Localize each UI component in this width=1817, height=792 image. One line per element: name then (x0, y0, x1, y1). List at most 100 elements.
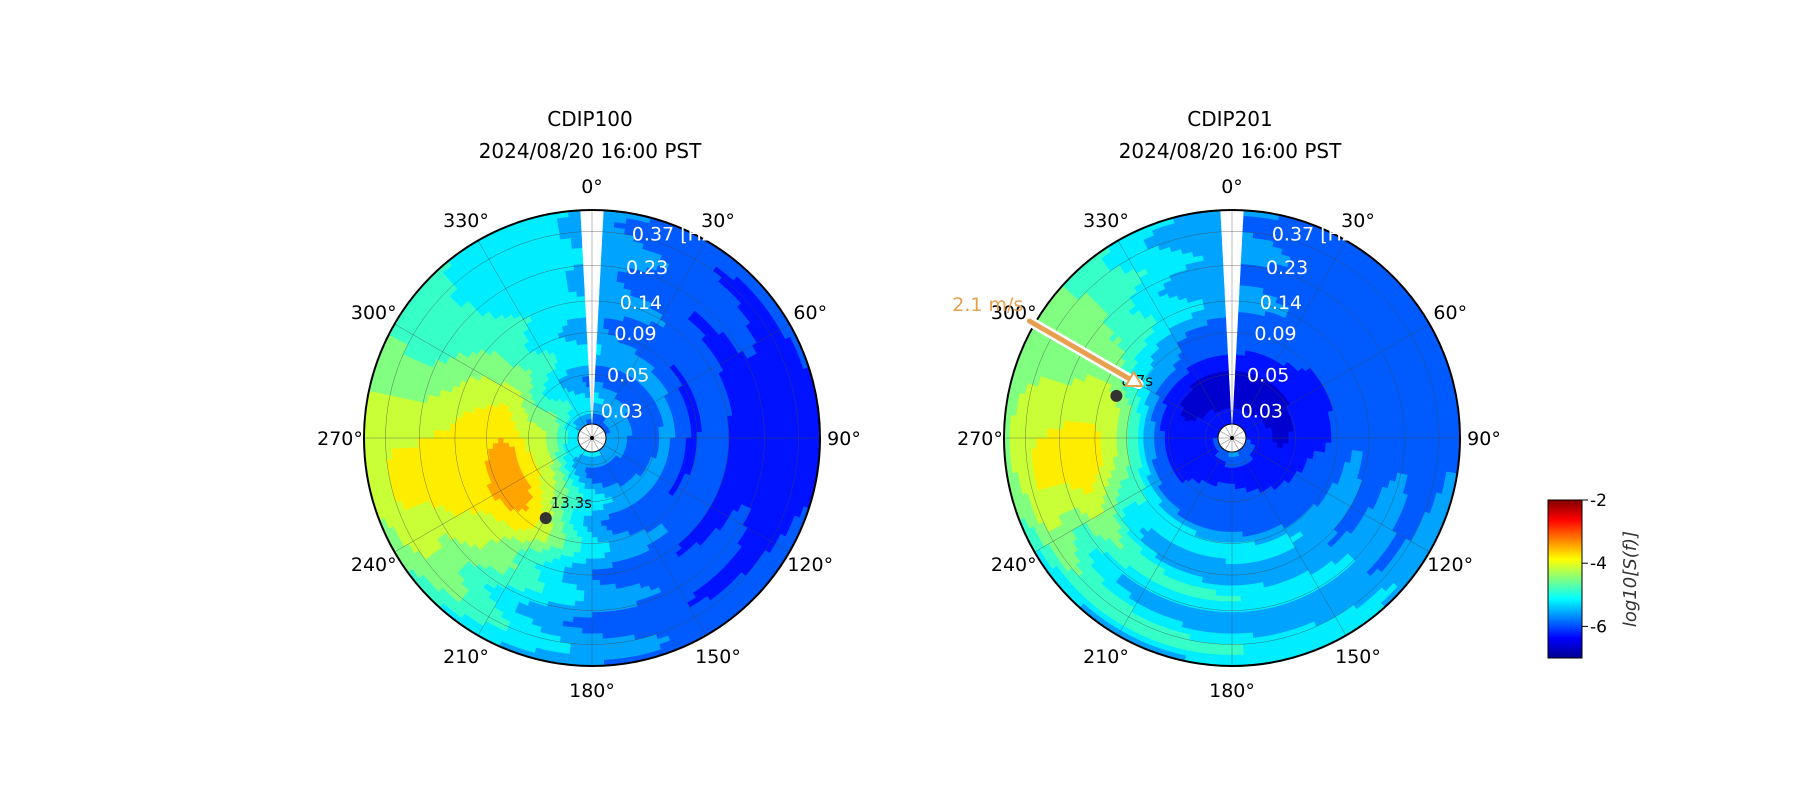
heatmap-cell (692, 438, 698, 444)
heatmap-cell (584, 591, 592, 597)
heatmap-cell (724, 438, 730, 445)
heatmap-cell (450, 431, 456, 439)
heatmap-cell (434, 430, 440, 438)
heatmap-cell (675, 438, 681, 443)
heatmap-cell (455, 445, 461, 452)
heatmap-cell (680, 423, 686, 428)
heatmap-cell (584, 360, 588, 366)
heatmap-cell (573, 612, 583, 618)
heatmap-cell (744, 446, 750, 455)
heatmap-cell (592, 554, 598, 560)
heatmap-cell (578, 564, 585, 570)
heatmap-cell (587, 527, 592, 533)
heatmap-cell (739, 446, 745, 454)
heatmap-cell (601, 601, 610, 607)
heatmap-cell (592, 623, 602, 629)
heatmap-cell (574, 269, 583, 275)
heatmap-cell (686, 428, 692, 434)
heatmap-cell (477, 426, 483, 432)
angle-tick-label: 120° (787, 554, 833, 576)
heatmap-cell (592, 580, 600, 586)
heatmap-cell (391, 428, 397, 439)
heatmap-cell (583, 355, 588, 361)
heatmap-cell (584, 580, 592, 586)
heatmap-cell (576, 285, 584, 291)
heatmap-cell (592, 570, 599, 576)
heatmap-cell (592, 564, 599, 570)
heatmap-cell (592, 628, 602, 634)
angle-tick-label: 150° (695, 646, 741, 668)
heatmap-cell (508, 438, 514, 442)
heatmap-cell (471, 425, 477, 432)
radial-tick-label: 0.03 (601, 400, 643, 422)
heatmap-cell (707, 425, 713, 432)
heatmap-cell (592, 596, 601, 602)
heatmap-cell (418, 429, 424, 438)
heatmap-cell (596, 505, 600, 511)
heatmap-cell (579, 355, 584, 361)
heatmap-cell (600, 291, 608, 297)
heatmap-cell (428, 438, 434, 447)
heatmap-cell (592, 634, 603, 640)
angle-tick-label: 270° (317, 428, 363, 450)
heatmap-cell (804, 427, 810, 438)
heatmap-cell (598, 323, 604, 329)
heatmap-cell (766, 447, 772, 457)
heatmap-cell (498, 438, 503, 443)
heatmap-cell (755, 420, 761, 429)
heatmap-cell (583, 602, 592, 608)
heatmap-cell (592, 489, 595, 494)
heatmap-cell (804, 438, 810, 449)
heatmap-cell (592, 607, 601, 613)
heatmap-cell (493, 443, 499, 449)
heatmap-cell (583, 612, 592, 618)
heatmap-cell (708, 432, 714, 438)
heatmap-cell (401, 438, 407, 448)
heatmap-cell (598, 553, 605, 559)
heatmap-cell (582, 344, 587, 350)
heatmap-cell (385, 427, 391, 438)
heatmap-cell (385, 438, 391, 449)
heatmap-cell (503, 433, 509, 438)
heatmap-cell (434, 438, 440, 446)
heatmap-cell (592, 500, 596, 505)
heatmap-cell (745, 430, 751, 438)
heatmap-cell (782, 438, 788, 448)
heatmap-cell (439, 422, 445, 430)
heatmap-cell (575, 596, 584, 602)
heatmap-cell (592, 505, 596, 511)
heatmap-cell (583, 596, 592, 602)
heatmap-cell (493, 448, 499, 454)
heatmap-cell (434, 446, 440, 455)
heatmap-cell (788, 428, 794, 439)
heatmap-cell (772, 428, 778, 438)
heatmap-cell (514, 434, 519, 438)
heatmap-cell (728, 445, 734, 453)
heatmap-cell (450, 423, 456, 431)
heatmap-cell (598, 558, 605, 564)
heatmap-cell (573, 258, 583, 264)
heatmap-cell (535, 438, 540, 441)
heatmap-cell (587, 392, 590, 398)
heatmap-cell (577, 291, 585, 297)
heatmap-cell (439, 446, 445, 454)
radial-tick-label: 0.23 (626, 257, 668, 279)
heatmap-cell (597, 333, 603, 339)
heatmap-cell (728, 423, 734, 431)
heatmap-cell (691, 427, 697, 433)
heatmap-cell (577, 574, 585, 580)
heatmap-cell (466, 444, 472, 451)
heatmap-cell (471, 438, 477, 444)
heatmap-cell (675, 433, 681, 438)
heatmap-cell (577, 296, 585, 302)
heatmap-cell (585, 559, 592, 565)
heatmap-cell (1230, 419, 1231, 424)
heatmap-cell (685, 422, 691, 428)
heatmap-cell (546, 438, 551, 440)
heatmap-cell (598, 548, 604, 554)
heatmap-cell (702, 432, 708, 438)
heatmap-cell (577, 344, 582, 350)
heatmap-cell (530, 438, 535, 441)
heatmap-cell (599, 574, 607, 580)
